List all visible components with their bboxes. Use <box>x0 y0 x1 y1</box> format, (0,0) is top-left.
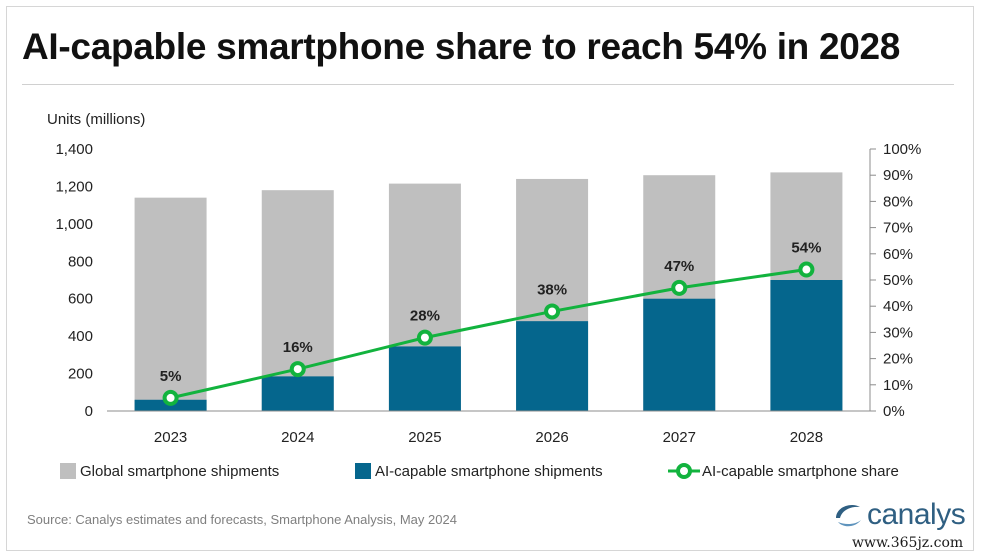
x-tick-label: 2023 <box>154 429 187 446</box>
x-tick-label: 2026 <box>535 429 568 446</box>
y-right-tick-label: 20% <box>883 351 913 368</box>
y-right-tick-label: 30% <box>883 324 913 341</box>
y-left-tick-label: 600 <box>68 291 93 308</box>
canalys-logo-text: canalys <box>867 498 966 531</box>
share-data-label: 47% <box>664 258 694 275</box>
share-point-center <box>548 307 557 316</box>
canalys-logo-icon <box>836 505 861 527</box>
source-note: Source: Canalys estimates and forecasts,… <box>27 512 457 527</box>
y-right-tick-label: 100% <box>883 141 921 158</box>
y-right-tick-label: 10% <box>883 377 913 394</box>
watermark-text: www.365jz.com <box>852 535 964 551</box>
y-right-tick-label: 70% <box>883 220 913 237</box>
x-tick-label: 2027 <box>663 429 696 446</box>
y-right-tick-label: 60% <box>883 246 913 263</box>
legend-label-share: AI-capable smartphone share <box>702 463 899 480</box>
share-point-center <box>420 333 429 342</box>
x-tick-label: 2024 <box>281 429 314 446</box>
y-left-tick-label: 400 <box>68 328 93 345</box>
share-data-label: 28% <box>410 308 440 325</box>
y-right-tick-label: 0% <box>883 403 905 420</box>
y-left-tick-label: 1,400 <box>55 141 93 158</box>
share-data-label: 5% <box>160 368 182 385</box>
title-divider <box>22 84 954 85</box>
bar-ai-shipments <box>516 321 589 411</box>
chart-canvas: Units (millions) 0 200 400 600 800 1,000 1,200 1… <box>47 111 921 480</box>
chart-title: AI-capable smartphone share to reach 54%… <box>22 26 901 67</box>
bar-ai-shipments <box>643 298 716 411</box>
bar-ai-shipments <box>388 346 461 411</box>
y-right-tick-label: 50% <box>883 272 913 289</box>
share-data-label: 16% <box>283 339 313 356</box>
share-data-label: 38% <box>537 281 567 298</box>
share-point-center <box>293 365 302 374</box>
y-left-tick-label: 200 <box>68 366 93 383</box>
y-left-tick-label: 1,200 <box>55 178 93 195</box>
bar-global-shipments <box>134 197 207 411</box>
y-left-tick-label: 800 <box>68 253 93 270</box>
y-right-tick-label: 40% <box>883 298 913 315</box>
x-tick-label: 2028 <box>790 429 823 446</box>
y-left-tick-label: 1,000 <box>55 216 93 233</box>
y-axis-label: Units (millions) <box>47 111 145 128</box>
share-point-center <box>802 265 811 274</box>
share-data-label: 54% <box>791 240 821 257</box>
x-tick-label: 2025 <box>408 429 441 446</box>
legend-swatch-global <box>60 463 76 479</box>
legend-swatch-ai <box>355 463 371 479</box>
y-left-tick-label: 0 <box>85 403 93 420</box>
legend-marker-share-center <box>680 467 688 475</box>
legend-label-ai: AI-capable smartphone shipments <box>375 463 603 480</box>
share-point-center <box>166 393 175 402</box>
y-right-tick-label: 90% <box>883 167 913 184</box>
share-line <box>170 268 807 400</box>
bar-ai-shipments <box>770 280 843 411</box>
share-point-center <box>675 283 684 292</box>
y-right-tick-label: 80% <box>883 193 913 210</box>
canalys-logo: canalys <box>833 498 966 532</box>
legend-label-global: Global smartphone shipments <box>80 463 279 480</box>
bar-ai-shipments <box>261 376 334 411</box>
